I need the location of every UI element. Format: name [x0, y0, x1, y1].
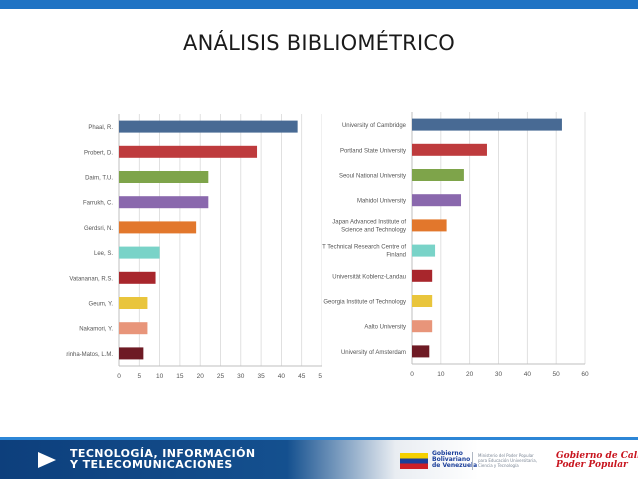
x-tick-label: 10 [437, 371, 445, 378]
ministry-line-1: Ministerio del Poder Popular [478, 453, 534, 458]
x-tick-label: 0 [117, 373, 121, 380]
x-tick-label: 30 [237, 373, 245, 380]
institutions-bar-chart: 0 10 20 30 40 50 60 University of Cambridge Port… [322, 108, 604, 390]
category-label: Seoul National University [339, 174, 406, 180]
bar [412, 169, 464, 181]
bar [119, 120, 298, 133]
category-label: Geum, Y. [89, 302, 114, 308]
x-tick-label: 50 [553, 371, 561, 378]
authors-chart-svg: 05101520253035404550Phaal, R.Probert, D.… [66, 114, 326, 380]
category-label: Georgia Institute of Technology [323, 300, 406, 306]
bar [412, 269, 433, 282]
x-tick-label: 5 [137, 373, 141, 380]
category-label: Nakamori, Y. [79, 327, 113, 333]
x-tick-label: 25 [217, 373, 225, 380]
footer-line-1: TECNOLOGÍA, INFORMACIÓN [70, 447, 256, 460]
ministry-line-2: para Educación Universitaria, [478, 458, 537, 463]
category-label: Universität Koblenz-Landau [332, 274, 406, 280]
x-tick-label: 10 [156, 373, 164, 380]
footer-program-title: TECNOLOGÍA, INFORMACIÓN Y TELECOMUNICACI… [70, 448, 255, 470]
bar [412, 194, 462, 207]
bar [119, 171, 209, 183]
bar [119, 297, 148, 309]
bar [412, 118, 562, 131]
gov-line-1: Gobierno [432, 450, 463, 457]
x-tick-label: 35 [257, 373, 265, 380]
bar [119, 347, 144, 360]
bar [412, 143, 487, 156]
bar [119, 221, 197, 234]
top-accent-bar [0, 0, 638, 9]
footer-line-2: Y TELECOMUNICACIONES [70, 458, 233, 471]
category-label: University of Cambridge [342, 123, 407, 129]
venezuela-flag-icon [400, 453, 428, 469]
bar [412, 219, 447, 232]
play-arrow-icon [38, 452, 56, 468]
x-tick-label: 20 [466, 371, 474, 378]
bar [119, 246, 160, 259]
logo-divider [472, 452, 473, 470]
bar [412, 244, 436, 257]
category-label: Lee, S. [94, 251, 113, 257]
x-tick-label: 15 [176, 373, 184, 380]
ministry-text: Ministerio del Poder Popular para Educac… [478, 453, 537, 468]
bar [119, 196, 209, 209]
bar [119, 145, 258, 158]
x-tick-label: 45 [298, 373, 306, 380]
government-logo-text: Gobierno Bolivariano de Venezuela [432, 451, 477, 469]
bar [412, 295, 433, 307]
category-label: Daim, T.U. [85, 176, 113, 182]
x-tick-label: 20 [197, 373, 205, 380]
x-tick-label: 60 [581, 371, 589, 378]
category-label: Gerdsri, N. [84, 226, 113, 232]
bar [119, 271, 156, 284]
x-tick-label: 40 [524, 371, 532, 378]
ministry-line-3: Ciencia y Tecnología [478, 463, 519, 468]
category-label: Japan Advanced Institute of Science and T… [332, 219, 406, 233]
category-label: Farrukh, C. [83, 201, 113, 207]
x-tick-label: 0 [410, 371, 414, 378]
bar [412, 320, 433, 333]
logo-line-1: Gobierno de Calle [556, 451, 638, 461]
bar [119, 322, 148, 335]
category-label: Probert, D. [84, 150, 113, 156]
x-tick-label: 40 [278, 373, 286, 380]
category-label: VTT Technical Research Centre of Finland [322, 245, 406, 259]
authors-bar-chart: 05101520253035404550Phaal, R.Probert, D.… [66, 108, 336, 390]
category-label: Vatananan, R.S. [69, 276, 113, 282]
footer-banner: TECNOLOGÍA, INFORMACIÓN Y TELECOMUNICACI… [0, 437, 638, 479]
logo-line-2: Poder Popular [556, 460, 628, 470]
category-label: Aalto University [364, 325, 406, 331]
slide-title: ANÁLISIS BIBLIOMÉTRICO [183, 31, 455, 55]
category-label: Portland State University [340, 148, 406, 154]
gobierno-de-calle-logo: Gobierno de Calle Poder Popular [556, 452, 638, 470]
x-tick-label: 30 [495, 371, 503, 378]
bar [412, 345, 430, 358]
gov-line-2: Bolivariano [432, 456, 471, 463]
category-label: University of Amsterdam [341, 350, 406, 356]
institutions-chart-svg: 0 10 20 30 40 50 60 University of Cambridge Port… [322, 112, 589, 378]
category-label: Camarinha-Matos, L.M. [66, 352, 113, 358]
category-label: Mahidol University [357, 199, 406, 205]
gov-line-3: de Venezuela [432, 462, 478, 469]
category-label: Phaal, R. [88, 125, 113, 131]
